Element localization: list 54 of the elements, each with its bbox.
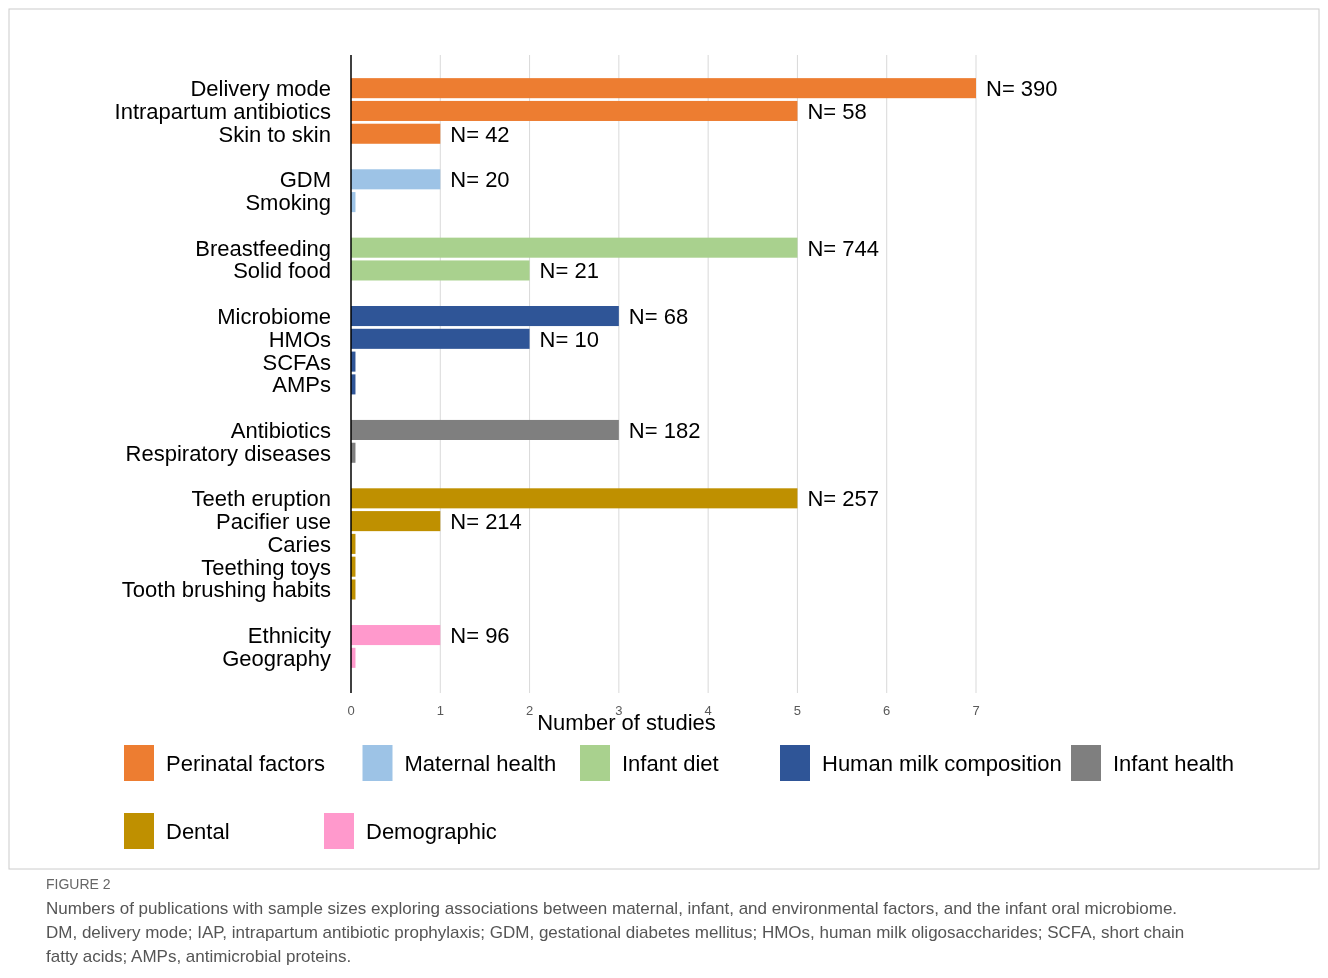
annotation: N= 21 bbox=[539, 258, 599, 284]
legend-label: Human milk composition bbox=[822, 751, 1062, 776]
y-tick-label: AMPs bbox=[272, 372, 331, 398]
legend-label: Perinatal factors bbox=[166, 751, 325, 776]
y-tick-label: Teething toys bbox=[201, 554, 331, 580]
y-tick-label: Breastfeeding bbox=[195, 235, 331, 261]
annotation: N= 182 bbox=[628, 417, 701, 443]
bar bbox=[351, 237, 798, 258]
x-tick-label: 2 bbox=[525, 703, 534, 718]
bar bbox=[351, 511, 441, 532]
annotation: N= 20 bbox=[450, 167, 510, 193]
text: Numbers of publications with sample sizes exploring associations between maternal, infant, and environmental factors, and the infant oral microbiome. DM, delivery mode; IAP, intrapartum antibiotic prophylaxis; GDM, gestational diabetes mellitus; HMOs, human milk oligosaccharides; SCFA, short chain fatty acids; AMPs, antimicrobial proteins. bbox=[46, 899, 1185, 966]
annotation: N= 257 bbox=[807, 486, 879, 512]
x-tick-label: 3 bbox=[615, 703, 623, 718]
bar bbox=[351, 328, 530, 349]
x-tick-label: 7 bbox=[972, 703, 980, 718]
x-tick-label: 6 bbox=[883, 703, 891, 718]
bar bbox=[351, 169, 441, 190]
legend-label: Maternal health bbox=[404, 751, 557, 776]
bar bbox=[351, 260, 530, 281]
legend-label: Dental bbox=[166, 819, 230, 844]
caption: FIGURE 2 bbox=[46, 876, 111, 892]
legend-label: Infant diet bbox=[622, 751, 719, 776]
annotation: N= 390 bbox=[986, 76, 1058, 102]
legend-label: Infant health bbox=[1113, 751, 1235, 776]
y-tick-label: Skin to skin bbox=[218, 121, 331, 147]
bar bbox=[351, 306, 619, 327]
bar bbox=[351, 100, 798, 121]
x-tick-label: 4 bbox=[704, 703, 712, 718]
bar bbox=[351, 78, 976, 99]
annotation: N= 214 bbox=[450, 509, 522, 535]
annotation: N= 744 bbox=[807, 235, 879, 261]
y-tick-label: SCFAs bbox=[262, 349, 331, 375]
annotation: N= 68 bbox=[628, 304, 689, 330]
annotation: N= 42 bbox=[450, 121, 510, 147]
bar bbox=[351, 625, 441, 646]
y-tick-label: Caries bbox=[267, 531, 331, 557]
x-tick-label: 1 bbox=[436, 703, 444, 718]
y-tick-label: Delivery mode bbox=[190, 76, 331, 102]
legend-label: Demographic bbox=[366, 819, 497, 844]
y-tick-label: Antibiotics bbox=[230, 417, 331, 443]
y-tick-label: Teeth eruption bbox=[191, 486, 331, 512]
y-tick-label: Respiratory diseases bbox=[125, 440, 331, 466]
annotation: N= 58 bbox=[807, 98, 867, 124]
y-tick-label: Smoking bbox=[245, 190, 331, 216]
bar bbox=[351, 419, 619, 440]
bar bbox=[351, 488, 798, 509]
y-tick-label: GDM bbox=[279, 167, 331, 193]
annotation: N= 10 bbox=[539, 326, 599, 352]
x-tick-label: 0 bbox=[347, 703, 355, 718]
x-tick-label: 5 bbox=[793, 703, 802, 718]
annotation: N= 96 bbox=[450, 623, 510, 649]
bar bbox=[351, 123, 441, 144]
y-tick-label: Ethnicity bbox=[247, 623, 331, 649]
